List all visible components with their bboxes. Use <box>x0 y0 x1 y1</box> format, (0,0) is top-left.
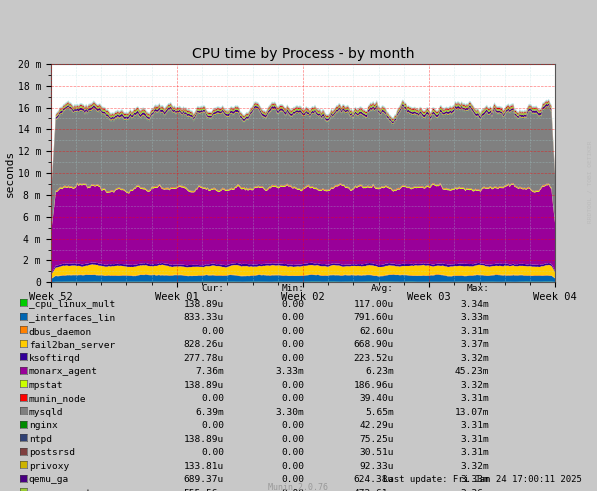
Text: 133.81u: 133.81u <box>184 462 224 471</box>
Text: Min:: Min: <box>281 284 304 293</box>
Text: ksoftirqd: ksoftirqd <box>29 354 81 363</box>
Text: 0.00: 0.00 <box>281 489 304 491</box>
Text: 223.52u: 223.52u <box>354 354 394 363</box>
Text: 3.32m: 3.32m <box>461 462 490 471</box>
Text: munin_node: munin_node <box>29 394 86 403</box>
Text: 0.00: 0.00 <box>281 313 304 322</box>
Text: Munin 2.0.76: Munin 2.0.76 <box>269 483 328 491</box>
Title: CPU time by Process - by month: CPU time by Process - by month <box>192 47 414 61</box>
Text: 3.31m: 3.31m <box>461 327 490 336</box>
Text: 62.60u: 62.60u <box>359 327 394 336</box>
Text: Max:: Max: <box>466 284 490 293</box>
Text: 828.26u: 828.26u <box>184 340 224 349</box>
Text: 7.36m: 7.36m <box>195 367 224 376</box>
Text: Last update: Fri Jan 24 17:00:11 2025: Last update: Fri Jan 24 17:00:11 2025 <box>383 475 582 484</box>
Text: 3.31m: 3.31m <box>461 435 490 444</box>
Text: 75.25u: 75.25u <box>359 435 394 444</box>
Text: _cpu_linux_mult: _cpu_linux_mult <box>29 300 115 309</box>
Text: monarx_agent: monarx_agent <box>29 367 98 376</box>
Text: 0.00: 0.00 <box>201 448 224 457</box>
Text: privoxy: privoxy <box>29 462 69 471</box>
Text: 3.30m: 3.30m <box>276 408 304 417</box>
Text: 117.00u: 117.00u <box>354 300 394 309</box>
Text: 6.23m: 6.23m <box>365 367 394 376</box>
Text: 0.00: 0.00 <box>201 394 224 403</box>
Text: 833.33u: 833.33u <box>184 313 224 322</box>
Text: 0.00: 0.00 <box>281 435 304 444</box>
Text: 0.00: 0.00 <box>281 300 304 309</box>
Text: dbus_daemon: dbus_daemon <box>29 327 92 336</box>
Text: 13.07m: 13.07m <box>455 408 490 417</box>
Text: 3.31m: 3.31m <box>461 448 490 457</box>
Text: 0.00: 0.00 <box>281 448 304 457</box>
Text: 3.31m: 3.31m <box>461 394 490 403</box>
Text: 92.33u: 92.33u <box>359 462 394 471</box>
Text: 0.00: 0.00 <box>281 421 304 430</box>
Text: 6.39m: 6.39m <box>195 408 224 417</box>
Text: 138.89u: 138.89u <box>184 435 224 444</box>
Text: 3.33m: 3.33m <box>461 475 490 484</box>
Text: rcu_preempt: rcu_preempt <box>29 489 92 491</box>
Text: 0.00: 0.00 <box>281 340 304 349</box>
Text: 30.51u: 30.51u <box>359 448 394 457</box>
Text: fail2ban_server: fail2ban_server <box>29 340 115 349</box>
Text: RRDTOOL / TOBI OETIKER: RRDTOOL / TOBI OETIKER <box>587 140 592 223</box>
Text: nginx: nginx <box>29 421 57 430</box>
Text: 45.23m: 45.23m <box>455 367 490 376</box>
Text: 791.60u: 791.60u <box>354 313 394 322</box>
Text: 624.38u: 624.38u <box>354 475 394 484</box>
Text: 3.34m: 3.34m <box>461 300 490 309</box>
Text: 138.89u: 138.89u <box>184 381 224 390</box>
Text: 3.32m: 3.32m <box>461 381 490 390</box>
Text: 42.29u: 42.29u <box>359 421 394 430</box>
Text: mpstat: mpstat <box>29 381 63 390</box>
Text: 0.00: 0.00 <box>281 475 304 484</box>
Y-axis label: seconds: seconds <box>5 149 15 197</box>
Text: 0.00: 0.00 <box>281 462 304 471</box>
Text: 0.00: 0.00 <box>281 394 304 403</box>
Text: 3.33m: 3.33m <box>276 367 304 376</box>
Text: 39.40u: 39.40u <box>359 394 394 403</box>
Text: 277.78u: 277.78u <box>184 354 224 363</box>
Text: 3.33m: 3.33m <box>461 313 490 322</box>
Text: 3.36m: 3.36m <box>461 489 490 491</box>
Text: 5.65m: 5.65m <box>365 408 394 417</box>
Text: qemu_ga: qemu_ga <box>29 475 69 484</box>
Text: mysqld: mysqld <box>29 408 63 417</box>
Text: 0.00: 0.00 <box>201 327 224 336</box>
Text: 555.56u: 555.56u <box>184 489 224 491</box>
Text: 186.96u: 186.96u <box>354 381 394 390</box>
Text: 0.00: 0.00 <box>201 421 224 430</box>
Text: 668.90u: 668.90u <box>354 340 394 349</box>
Text: Avg:: Avg: <box>371 284 394 293</box>
Text: 689.37u: 689.37u <box>184 475 224 484</box>
Text: 138.89u: 138.89u <box>184 300 224 309</box>
Text: 0.00: 0.00 <box>281 354 304 363</box>
Text: _interfaces_lin: _interfaces_lin <box>29 313 115 322</box>
Text: 3.37m: 3.37m <box>461 340 490 349</box>
Text: ntpd: ntpd <box>29 435 52 444</box>
Text: 0.00: 0.00 <box>281 327 304 336</box>
Text: 3.32m: 3.32m <box>461 354 490 363</box>
Text: Cur:: Cur: <box>201 284 224 293</box>
Text: postsrsd: postsrsd <box>29 448 75 457</box>
Text: 0.00: 0.00 <box>281 381 304 390</box>
Text: 3.31m: 3.31m <box>461 421 490 430</box>
Text: 472.61u: 472.61u <box>354 489 394 491</box>
